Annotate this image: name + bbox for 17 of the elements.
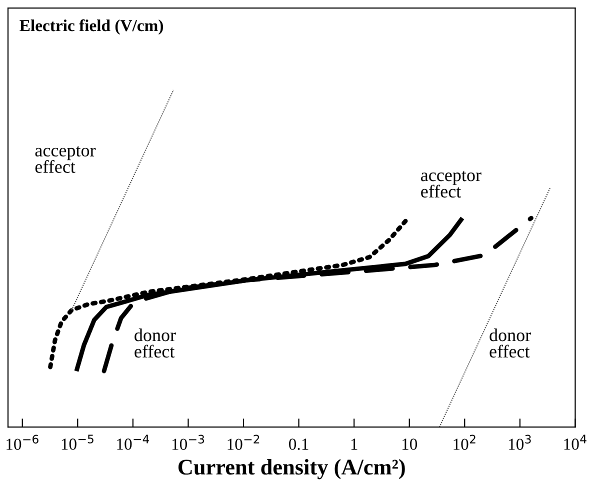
x-tick-label: 10$^{4}$ bbox=[564, 434, 586, 450]
annotation: acceptor effect bbox=[35, 146, 96, 173]
x-tick-label: 10$^{−4}$ bbox=[117, 434, 150, 450]
x-tick-label: 0.1 bbox=[289, 438, 308, 450]
x-tick-label: 10$^{3}$ bbox=[508, 434, 531, 450]
x-tick-label: 1 bbox=[351, 438, 358, 450]
x-tick-label: 10$^{−3}$ bbox=[172, 434, 204, 450]
x-tick-label: 10 bbox=[402, 438, 418, 450]
x-tick-label: 10$^{−2}$ bbox=[228, 434, 260, 450]
x-tick-label: 10$^{−5}$ bbox=[62, 434, 94, 450]
annotation: donor effect bbox=[134, 328, 176, 358]
y-axis-title: Electric field (V/cm) bbox=[20, 19, 163, 35]
x-tick-label: 10$^{−6}$ bbox=[6, 434, 38, 450]
x-axis-title: Current density (A/cm²) bbox=[178, 459, 405, 480]
annotation: acceptor effect bbox=[421, 170, 482, 198]
x-tick-label: 10$^{2}$ bbox=[454, 434, 476, 450]
annotation: donor effect bbox=[490, 328, 531, 358]
